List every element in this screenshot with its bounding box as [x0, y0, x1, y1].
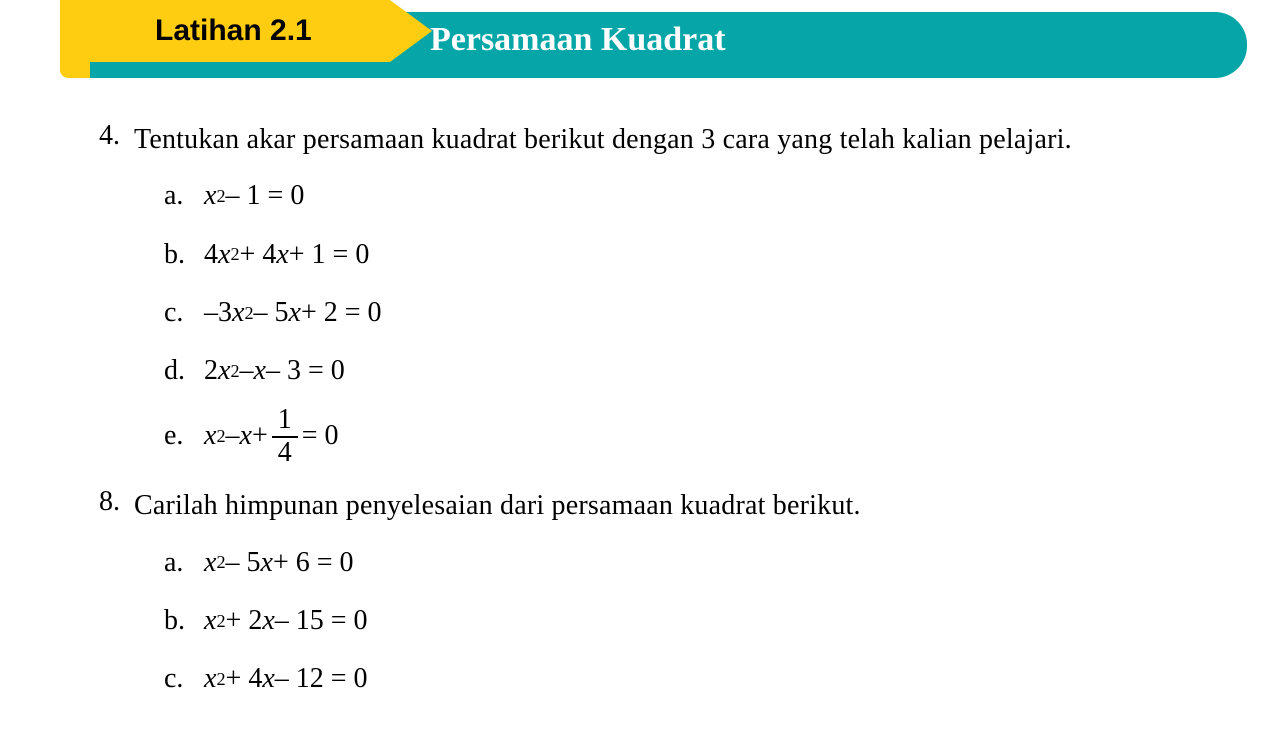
- content-area: 4.Tentukan akar persamaan kuadrat beriku…: [0, 120, 1277, 713]
- equation: –3x2 – 5x + 2 = 0: [204, 288, 382, 338]
- sub-letter: e.: [164, 411, 204, 461]
- problem-instruction: Tentukan akar persamaan kuadrat berikut …: [134, 120, 1237, 159]
- sub-item: c.–3x2 – 5x + 2 = 0: [164, 288, 1237, 338]
- sub-letter: a.: [164, 171, 204, 221]
- problem-number: 4.: [70, 120, 134, 476]
- sub-item: e.x2 – x + 14 = 0: [164, 405, 1237, 469]
- sub-item: a.x2 – 5x + 6 = 0: [164, 538, 1237, 588]
- sub-letter: c.: [164, 288, 204, 338]
- sub-item: a.x2 – 1 = 0: [164, 171, 1237, 221]
- header-accent: [60, 62, 90, 78]
- equation: x2 – 1 = 0: [204, 171, 304, 221]
- problem-instruction: Carilah himpunan penyelesaian dari persa…: [134, 486, 1237, 525]
- equation: 2x2 – x – 3 = 0: [204, 346, 345, 396]
- problem-body: Tentukan akar persamaan kuadrat berikut …: [134, 120, 1237, 476]
- sub-letter: b.: [164, 230, 204, 280]
- sub-item: c.x2 + 4x – 12 = 0: [164, 654, 1237, 704]
- header-arrow-icon: [390, 0, 432, 62]
- header-title: Persamaan Kuadrat: [430, 21, 726, 59]
- page-header: Persamaan Kuadrat Latihan 2.1: [0, 0, 1277, 90]
- header-label: Latihan 2.1: [155, 14, 312, 48]
- sub-letter: c.: [164, 654, 204, 704]
- sub-item: b.4x2 + 4x + 1 = 0: [164, 230, 1237, 280]
- sub-item: d.2x2 – x – 3 = 0: [164, 346, 1237, 396]
- problem: 8.Carilah himpunan penyelesaian dari per…: [70, 486, 1237, 712]
- problem-body: Carilah himpunan penyelesaian dari persa…: [134, 486, 1237, 712]
- equation: 4x2 + 4x + 1 = 0: [204, 230, 369, 280]
- equation: x2 + 4x – 12 = 0: [204, 654, 368, 704]
- problem-number: 8.: [70, 486, 134, 712]
- sub-letter: d.: [164, 346, 204, 396]
- sub-letter: a.: [164, 538, 204, 588]
- equation: x2 – x + 14 = 0: [204, 405, 339, 469]
- equation: x2 + 2x – 15 = 0: [204, 596, 368, 646]
- problem: 4.Tentukan akar persamaan kuadrat beriku…: [70, 120, 1237, 476]
- sub-item: b.x2 + 2x – 15 = 0: [164, 596, 1237, 646]
- equation: x2 – 5x + 6 = 0: [204, 538, 354, 588]
- sub-letter: b.: [164, 596, 204, 646]
